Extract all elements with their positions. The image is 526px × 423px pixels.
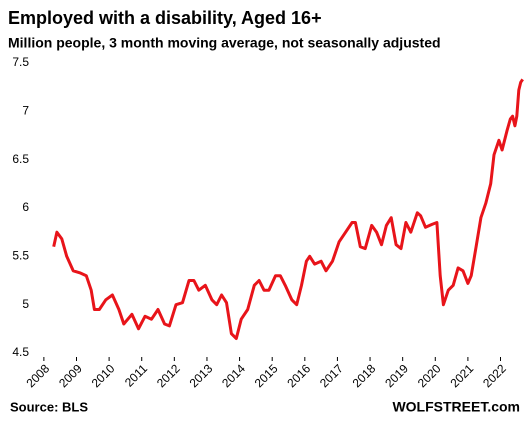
- x-tick-label: 2018: [350, 361, 379, 390]
- credit: WOLFSTREET.com: [392, 399, 520, 415]
- y-tick-label: 5: [22, 297, 29, 311]
- source: Source: BLS: [10, 399, 88, 414]
- x-tick-label: 2021: [447, 361, 476, 390]
- y-tick-label: 6.5: [12, 152, 29, 166]
- y-tick-label: 5.5: [12, 249, 29, 263]
- x-tick-label: 2013: [187, 361, 216, 390]
- chart-subtitle: Million people, 3 month moving average, …: [8, 35, 441, 51]
- x-tick-label: 2009: [56, 361, 85, 390]
- y-tick-label: 7.5: [12, 55, 29, 69]
- x-tick-label: 2014: [219, 361, 248, 390]
- x-tick-label: 2020: [415, 361, 444, 390]
- line: [52, 78, 524, 340]
- x-tick-label: 2010: [89, 361, 118, 390]
- y-tick-label: 6: [22, 200, 29, 214]
- x-tick-label: 2015: [252, 361, 281, 390]
- x-tick-label: 2017: [317, 361, 346, 390]
- x-tick-label: 2016: [284, 361, 313, 390]
- y-tick-label: 4.5: [12, 345, 29, 359]
- x-tick-label: 2022: [480, 361, 509, 390]
- x-tick-label: 2011: [122, 361, 150, 389]
- chart-title: Employed with a disability, Aged 16+: [8, 8, 322, 28]
- x-tick-label: 2019: [382, 361, 411, 390]
- x-tick-label: 2008: [23, 361, 52, 390]
- x-tick-label: 2012: [154, 361, 183, 390]
- y-tick-label: 7: [22, 104, 29, 118]
